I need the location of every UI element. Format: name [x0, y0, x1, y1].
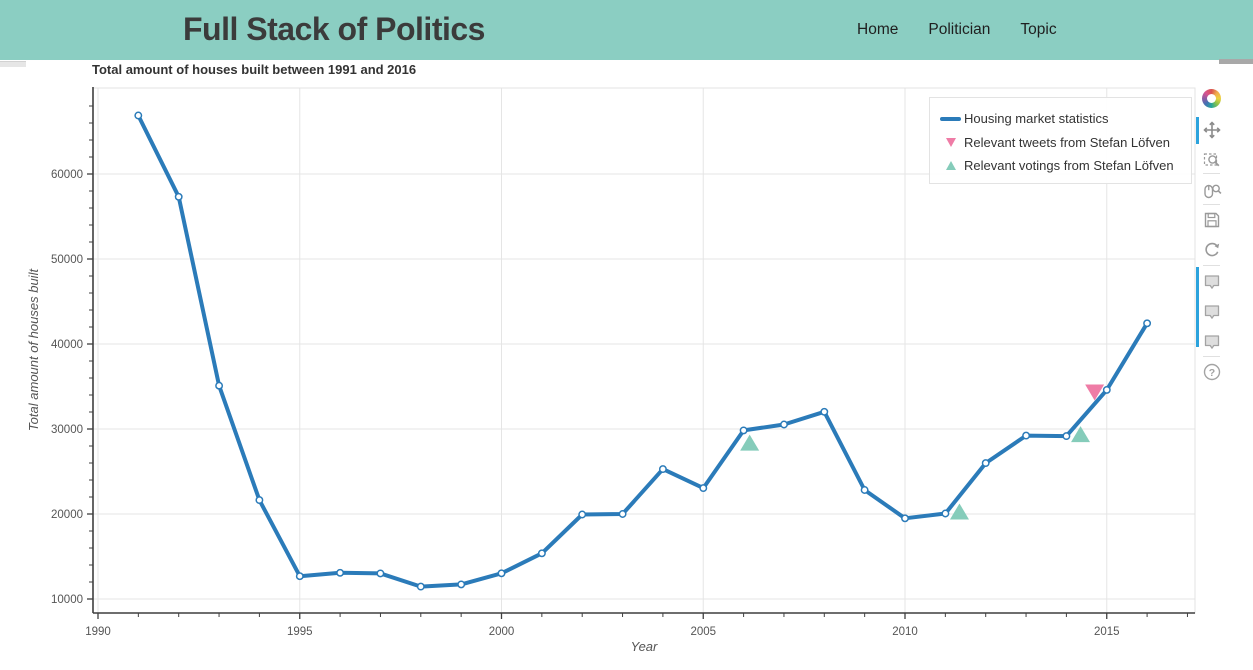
nav-item-politician[interactable]: Politician: [928, 21, 991, 38]
svg-text:30000: 30000: [51, 424, 83, 436]
legend: Housing market statistics Relevant tweet…: [929, 97, 1192, 184]
horizontal-scrollbar-fragment-left[interactable]: [0, 61, 26, 67]
housing-line: [136, 113, 1150, 589]
svg-text:2000: 2000: [489, 626, 515, 638]
nav-item-topic[interactable]: Topic: [1020, 21, 1057, 38]
hover-tool-button-tweets[interactable]: [1202, 302, 1222, 322]
reset-tool-button[interactable]: [1202, 240, 1222, 260]
svg-text:60000: 60000: [51, 169, 83, 181]
legend-item-housing: Housing market statistics: [930, 107, 1191, 131]
wheel-zoom-tool-button[interactable]: [1202, 180, 1222, 200]
save-icon: [1204, 212, 1220, 228]
hover-active-indicator: [1196, 267, 1199, 347]
chart-title: Total amount of houses built between 199…: [92, 62, 417, 77]
site-title: Full Stack of Politics: [183, 10, 485, 47]
main-nav: Home Politician Topic: [857, 0, 1057, 60]
toolbar-divider: [1203, 265, 1220, 266]
legend-triangle-up-swatch: [945, 161, 956, 171]
legend-line-swatch: [940, 116, 961, 121]
svg-text:2010: 2010: [892, 626, 918, 638]
horizontal-scrollbar-fragment-right[interactable]: [1219, 59, 1253, 64]
svg-text:1995: 1995: [287, 626, 313, 638]
svg-text:40000: 40000: [51, 339, 83, 351]
svg-text:2015: 2015: [1094, 626, 1120, 638]
help-tool-button[interactable]: ?: [1202, 362, 1222, 382]
hover-icon: [1204, 335, 1220, 349]
hover-icon: [1204, 275, 1220, 289]
votings-markers: [740, 426, 1091, 520]
box-zoom-tool-button[interactable]: [1202, 150, 1222, 170]
housing-line-markers: [134, 111, 1152, 591]
x-axis-title: Year: [631, 639, 658, 654]
save-tool-button[interactable]: [1202, 210, 1222, 230]
pan-tool-button[interactable]: [1202, 120, 1222, 140]
y-axis-title: Total amount of houses built: [26, 268, 41, 432]
tweets-markers: [1085, 384, 1105, 401]
box-zoom-icon: [1203, 153, 1220, 167]
legend-triangle-down-swatch: [945, 137, 956, 147]
svg-text:50000: 50000: [51, 254, 83, 266]
hover-tool-button-votings[interactable]: [1202, 332, 1222, 352]
hover-icon: [1204, 305, 1220, 319]
pan-active-indicator: [1196, 117, 1199, 144]
legend-label-tweets: Relevant tweets from Stefan Löfven: [964, 134, 1170, 150]
svg-text:20000: 20000: [51, 509, 83, 521]
svg-text:2005: 2005: [690, 626, 716, 638]
svg-text:10000: 10000: [51, 594, 83, 606]
svg-text:1990: 1990: [85, 626, 111, 638]
x-tick-labels: 1990 1995 2000 2005 2010 2015: [85, 626, 1119, 638]
nav-item-home[interactable]: Home: [857, 21, 899, 38]
plot-svg[interactable]: 1990 1995 2000 2005 2010 2015 10000 20000 30000 4…: [0, 60, 1253, 670]
toolbar-divider: [1203, 173, 1220, 174]
legend-label-votings: Relevant votings from Stefan Löfven: [964, 158, 1174, 174]
reset-icon: [1205, 242, 1220, 257]
help-icon: ?: [1203, 363, 1221, 381]
svg-text:?: ?: [1209, 367, 1215, 379]
toolbar-divider: [1203, 356, 1220, 357]
axis-spines: [92, 87, 1195, 614]
hover-tool-button-housing[interactable]: [1202, 272, 1222, 292]
site-header: Full Stack of Politics Home Politician T…: [0, 0, 1253, 60]
legend-item-tweets: Relevant tweets from Stefan Löfven: [930, 131, 1191, 155]
toolbar-divider: [1203, 204, 1220, 205]
y-tick-labels: 10000 20000 30000 40000 50000 60000: [51, 169, 83, 606]
gridlines: [93, 88, 1195, 613]
bokeh-logo[interactable]: [1202, 89, 1221, 108]
legend-item-votings: Relevant votings from Stefan Löfven: [930, 154, 1191, 178]
legend-label-housing: Housing market statistics: [964, 111, 1109, 127]
wheel-zoom-icon: [1204, 184, 1222, 199]
pan-icon: [1203, 121, 1221, 139]
